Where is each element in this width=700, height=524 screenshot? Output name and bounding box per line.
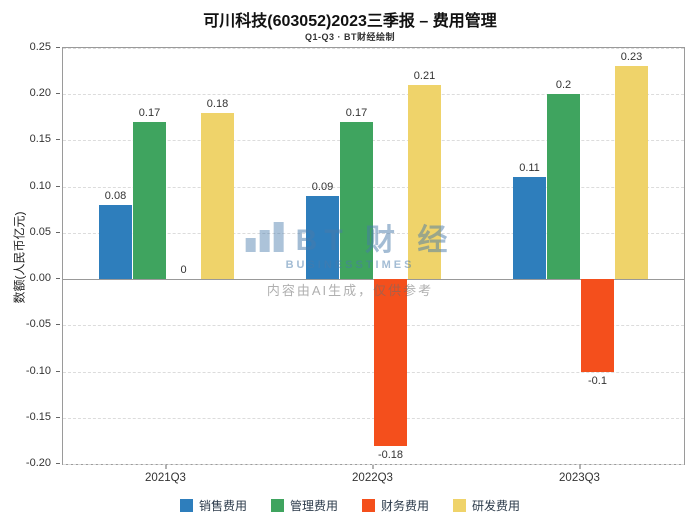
x-tick-label: 2023Q3	[559, 472, 600, 484]
x-tick-label: 2022Q3	[352, 472, 393, 484]
bar-value-label: 0.21	[413, 69, 436, 82]
legend-label: 管理费用	[289, 499, 338, 513]
legend-label: 研发费用	[472, 499, 521, 513]
x-tick-label: 2021Q3	[145, 472, 186, 484]
gridline	[63, 464, 684, 465]
zero-line	[63, 279, 684, 281]
legend-swatch	[362, 499, 375, 512]
bar-value-label: 0.17	[345, 106, 368, 119]
bar-value-label: 0.23	[620, 51, 643, 64]
legend-swatch	[179, 499, 193, 512]
y-tick-mark	[56, 185, 60, 187]
bar-value-label: 0.2	[555, 79, 572, 92]
y-tick-label: 0.25	[29, 41, 51, 53]
legend-item-管理费用: 管理费用	[270, 497, 338, 514]
bar-value-label: 0.11	[519, 162, 540, 175]
y-tick-label: 0.20	[29, 87, 51, 100]
y-tick-mark	[56, 139, 60, 141]
y-tick-label: 0.10	[29, 179, 51, 192]
legend-item-销售费用: 销售费用	[179, 497, 247, 514]
bar-销售费用-2023Q3	[513, 177, 546, 280]
y-tick-label: 0.00	[29, 272, 51, 285]
y-tick-mark	[56, 463, 60, 464]
gridline	[63, 94, 684, 96]
bar-管理费用-2023Q3	[547, 94, 580, 280]
legend-item-研发费用: 研发费用	[453, 497, 520, 514]
legend-swatch	[453, 499, 467, 512]
gridline	[63, 48, 684, 49]
gridline	[63, 417, 684, 419]
bar-研发费用-2023Q3	[615, 66, 648, 280]
x-axis: 2021Q3 2022Q3 2023Q3	[62, 465, 685, 491]
bar-value-label: 0.17	[138, 106, 161, 119]
legend-swatch	[270, 499, 284, 512]
y-tick-mark	[56, 93, 60, 95]
y-tick-label: 0.15	[29, 133, 51, 146]
y-tick-mark	[56, 416, 60, 418]
bar-财务费用-2023Q3	[581, 279, 614, 372]
bar-研发费用-2022Q3	[408, 84, 441, 280]
gridline	[63, 140, 684, 142]
bar-销售费用-2021Q3	[99, 205, 132, 280]
bar-value-label: -0.1	[588, 374, 607, 387]
bar-value-label: 0.09	[311, 180, 334, 193]
bar-财务费用-2022Q3	[374, 279, 407, 446]
legend-label: 财务费用	[381, 499, 430, 513]
y-tick-label: -0.05	[25, 318, 51, 331]
bar-管理费用-2022Q3	[340, 121, 373, 280]
bar-销售费用-2022Q3	[306, 195, 339, 280]
legend-label: 销售费用	[198, 499, 247, 513]
x-tick-mark	[579, 465, 580, 469]
plot-area: 0.08 0.09 0.11 0.17 0.17 0.2 0 -0.18 -0.1 0.18 0.2…	[62, 47, 685, 465]
bar-管理费用-2021Q3	[133, 121, 166, 280]
y-tick-label: -0.15	[25, 410, 51, 423]
y-tick-mark	[56, 324, 60, 326]
legend: 销售费用 管理费用 财务费用 研发费用	[0, 497, 700, 514]
y-axis: 0.25 0.20 0.15 0.10 0.05 0.00 -0.05 -0.10 -0.15 -…	[0, 41, 60, 469]
chart-title: 可川科技(603052)2023三季报 – 费用管理	[203, 13, 497, 30]
bar-value-label: -0.18	[377, 448, 404, 461]
gridline	[63, 371, 684, 373]
chart-subtitle: Q1-Q3 · BT财经绘制	[304, 32, 395, 42]
bar-value-label: 0.08	[104, 190, 127, 203]
y-tick-label: -0.20	[25, 457, 51, 469]
gridline	[63, 325, 684, 327]
gridline	[63, 186, 684, 188]
y-tick-mark	[56, 47, 60, 48]
x-tick-mark	[372, 465, 373, 469]
y-tick-mark	[56, 370, 60, 372]
y-tick-label: -0.10	[25, 364, 51, 377]
y-tick-mark	[56, 231, 60, 233]
bar-研发费用-2021Q3	[201, 112, 234, 280]
x-tick-mark	[165, 465, 166, 469]
y-tick-label: 0.05	[29, 225, 51, 238]
y-tick-mark	[56, 278, 60, 280]
legend-item-财务费用: 财务费用	[362, 497, 429, 514]
bar-value-label: 0.18	[206, 97, 229, 110]
gridline	[63, 232, 684, 234]
bar-value-label: 0	[180, 264, 187, 277]
